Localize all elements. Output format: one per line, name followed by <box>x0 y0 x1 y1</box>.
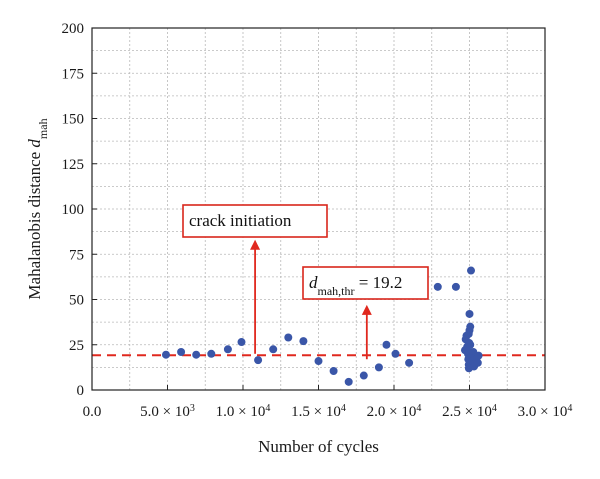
threshold-label-box <box>302 266 429 300</box>
data-point <box>177 347 186 356</box>
x-tick-mantissa: 2.0 × 10 <box>367 404 417 420</box>
x-tick-label: 2.5 × 104 <box>442 403 497 421</box>
x-tick-exponent: 4 <box>492 403 497 414</box>
data-point <box>314 357 323 366</box>
x-tick-label: 1.0 × 104 <box>216 403 271 421</box>
data-point <box>344 377 353 386</box>
data-point <box>207 349 216 358</box>
y-tick-labels: 0 25 50 75 100 125 150 175 200 <box>62 21 97 399</box>
threshold-label-value: = 19.2 <box>355 273 403 292</box>
data-point <box>474 351 483 360</box>
x-tick-exponent: 4 <box>265 403 270 414</box>
data-point <box>382 340 391 349</box>
x-tick-exponent: 4 <box>341 403 346 414</box>
x-tick-mantissa: 1.5 × 10 <box>291 404 341 420</box>
data-point <box>284 333 293 342</box>
y-axis-title: Mahalanobis distance dmah <box>25 118 50 299</box>
data-point <box>329 366 338 375</box>
y-tick-label: 100 <box>62 202 85 218</box>
threshold-label-var: d <box>309 273 318 292</box>
y-tick-label: 150 <box>62 112 85 128</box>
y-tick-label: 175 <box>62 66 85 82</box>
data-point <box>192 350 201 359</box>
x-tick-label: 3.0 × 104 <box>518 403 573 421</box>
data-point <box>359 371 368 380</box>
data-point <box>374 363 383 372</box>
data-point <box>467 266 476 275</box>
y-axis-title-sub: mah <box>36 118 50 139</box>
crack-initiation-arrow-head <box>250 239 261 250</box>
x-tick-exponent: 4 <box>567 403 572 414</box>
y-tick-label: 200 <box>62 21 85 37</box>
x-tick-mantissa: 5.0 × 10 <box>140 404 190 420</box>
crack-initiation-box <box>182 204 328 238</box>
threshold-arrow-head <box>361 304 372 315</box>
data-point <box>466 340 475 349</box>
data-point <box>237 338 246 347</box>
data-point <box>161 350 170 359</box>
data-point <box>223 345 232 354</box>
annotations: crack initiation dmah,thr = 19.2 <box>182 204 429 360</box>
x-tick-exponent: 3 <box>190 403 195 414</box>
x-tick-mantissa: 2.5 × 10 <box>442 404 492 420</box>
x-tick-label: 0.0 <box>83 404 102 420</box>
data-point <box>466 322 475 331</box>
x-tick-label: 1.5 × 104 <box>291 403 346 421</box>
data-point <box>299 337 308 346</box>
threshold-label-sub: mah,thr <box>318 284 355 298</box>
data-points <box>161 266 483 386</box>
x-tick-label: 2.0 × 104 <box>367 403 422 421</box>
data-point <box>269 345 278 354</box>
data-point <box>433 282 442 291</box>
x-tick-mantissa: 3.0 × 10 <box>518 404 568 420</box>
x-tick-labels: 0.0 5.0 × 103 1.0 × 104 1.5 × 104 2.0 × 104 2… <box>83 385 573 421</box>
y-tick-label: 125 <box>62 157 85 173</box>
y-axis-title-main: Mahalanobis distance <box>25 148 44 300</box>
data-point <box>391 349 400 358</box>
x-tick-exponent: 4 <box>416 403 421 414</box>
data-point <box>451 282 460 291</box>
y-tick-label: 25 <box>69 338 84 354</box>
data-point <box>465 309 474 318</box>
y-axis-title-var: d <box>25 139 44 148</box>
threshold-label: dmah,thr = 19.2 <box>309 273 402 298</box>
data-point <box>473 358 482 367</box>
y-tick-label: 0 <box>77 383 85 399</box>
y-tick-label: 50 <box>69 293 84 309</box>
data-point <box>464 329 473 338</box>
x-axis-title: Number of cycles <box>258 437 379 456</box>
x-tick-mantissa: 1.0 × 10 <box>216 404 266 420</box>
crack-initiation-label: crack initiation <box>189 211 292 230</box>
data-point <box>254 356 263 365</box>
data-point <box>405 358 414 367</box>
y-tick-label: 75 <box>69 247 84 263</box>
x-tick-label: 5.0 × 103 <box>140 403 195 421</box>
